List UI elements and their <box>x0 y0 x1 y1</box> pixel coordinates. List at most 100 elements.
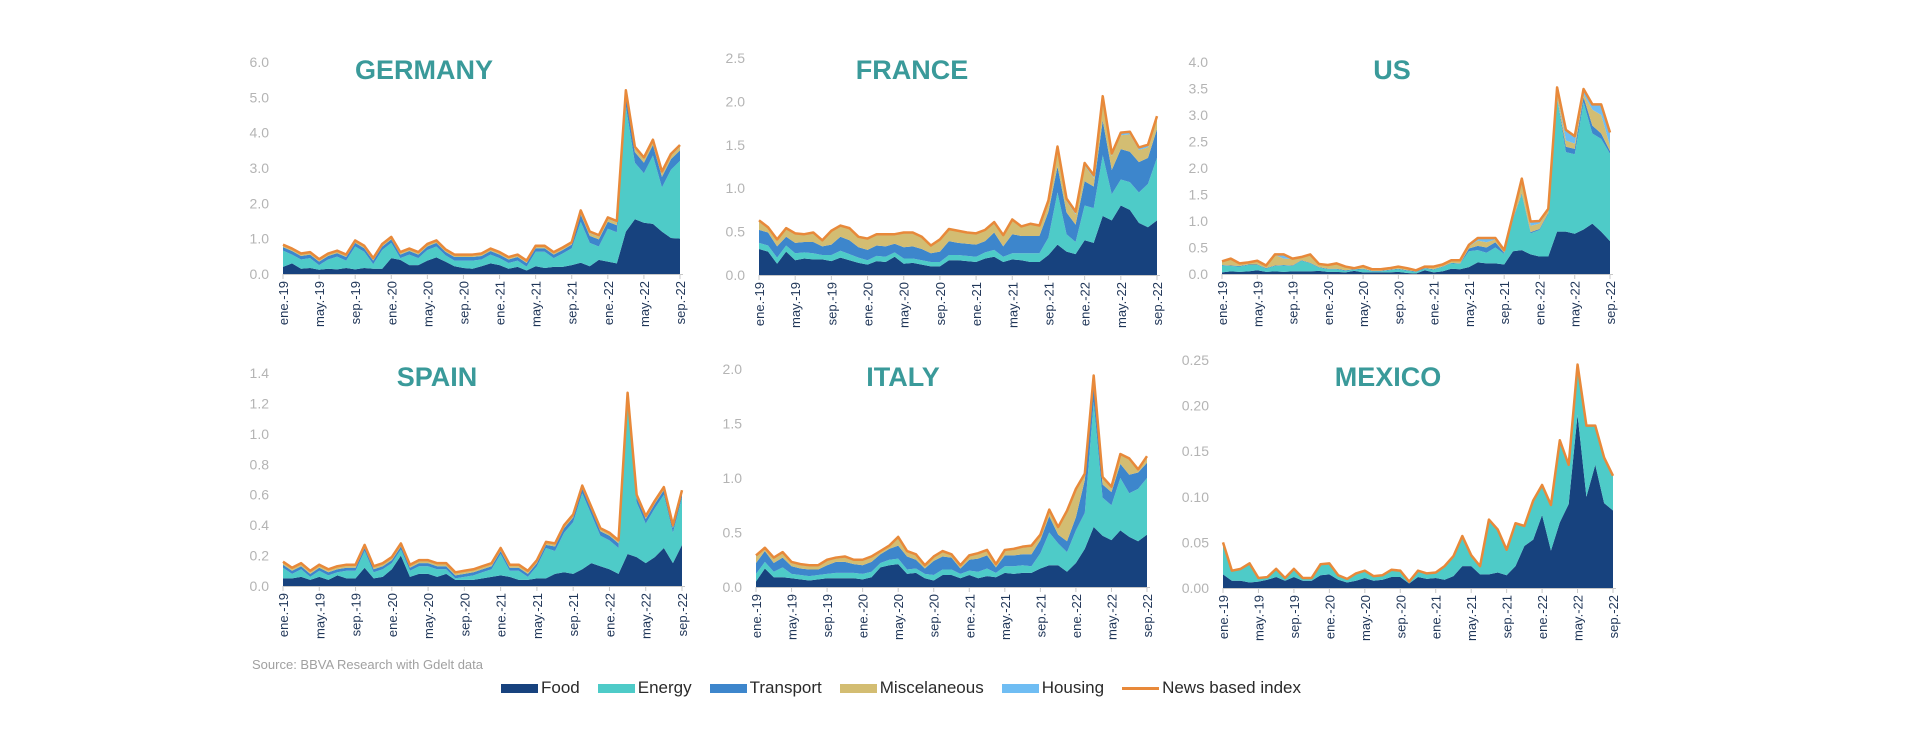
news-index-line <box>282 391 684 574</box>
legend-label: Miscelaneous <box>879 678 984 697</box>
y-tick-label: 0.6 <box>250 487 270 503</box>
x-tick-label: ene.-19 <box>276 593 291 637</box>
x-tick-label: may.-19 <box>312 593 327 639</box>
y-tick-label: 0.4 <box>250 517 270 533</box>
x-tick-label: may.-19 <box>1250 281 1265 327</box>
x-tick-label: ene.-22 <box>1535 595 1550 639</box>
area-energy <box>756 401 1147 582</box>
x-tick-label: sep.-21 <box>566 593 581 636</box>
x-tick-label: may.-21 <box>530 593 545 639</box>
x-tick-label: sep.-19 <box>1286 281 1301 324</box>
x-tick-label: ene.-19 <box>749 594 764 638</box>
y-tick-label: 0.0 <box>726 267 746 283</box>
y-tick-label: 0.5 <box>723 525 743 541</box>
x-tick-label: ene.-22 <box>1069 594 1084 638</box>
y-tick-label: 0.00 <box>1182 580 1209 596</box>
y-tick-label: 0.20 <box>1182 398 1209 414</box>
x-tick-label: may.-20 <box>420 281 435 327</box>
y-tick-label: 1.0 <box>726 180 746 196</box>
y-tick-label: 3.0 <box>1189 107 1209 123</box>
x-tick-label: ene.-20 <box>384 281 399 325</box>
news-index-line <box>755 374 1149 567</box>
x-tick-label: sep.-21 <box>1041 282 1056 325</box>
y-tick-label: 0.2 <box>250 548 270 564</box>
legend-label: Food <box>541 678 580 697</box>
y-tick-label: 3.5 <box>1189 81 1209 97</box>
y-tick-label: 0.5 <box>726 224 746 240</box>
x-tick-label: may.-19 <box>785 594 800 640</box>
x-tick-label: ene.-21 <box>969 282 984 326</box>
x-tick-label: may.-22 <box>1571 595 1586 641</box>
x-tick-label: may.-20 <box>1358 595 1373 641</box>
news-index-line <box>282 89 681 262</box>
y-tick-label: 5.0 <box>250 89 270 105</box>
chart-title: GERMANY <box>355 55 493 85</box>
y-tick-label: 2.0 <box>1189 160 1209 176</box>
y-tick-label: 0.15 <box>1182 443 1209 459</box>
y-tick-label: 0.0 <box>250 266 270 282</box>
y-tick-label: 0.5 <box>1189 240 1209 256</box>
x-tick-label: may.-21 <box>1462 281 1477 327</box>
x-tick-label: may.-22 <box>1568 281 1583 327</box>
legend-line-swatch <box>1122 686 1160 690</box>
x-tick-label: may.-22 <box>1104 594 1119 640</box>
chart-mexico: 0.00 0.05 0.10 0.15 0.20 0.25 ene.-19 may.-19 se… <box>1182 352 1621 641</box>
x-tick-label: sep.-21 <box>1500 595 1515 638</box>
x-tick-label: may.-20 <box>421 593 436 639</box>
y-tick-label: 1.2 <box>250 395 270 411</box>
x-tick-label: ene.-21 <box>1429 595 1444 639</box>
legend-swatch <box>709 683 747 693</box>
x-tick-label: sep.-21 <box>1497 281 1512 324</box>
y-tick-label: 1.5 <box>726 137 746 153</box>
x-tick-label: sep.-20 <box>933 282 948 325</box>
y-tick-label: 3.0 <box>250 160 270 176</box>
x-tick-label: sep.-20 <box>456 281 471 324</box>
x-tick-label: ene.-21 <box>493 281 508 325</box>
x-tick-label: sep.-22 <box>1150 282 1165 325</box>
y-tick-label: 0.0 <box>723 579 743 595</box>
x-tick-label: may.-19 <box>1251 595 1266 641</box>
area-energy <box>283 400 682 580</box>
news-index-line <box>758 94 1159 247</box>
x-tick-label: sep.-22 <box>1606 595 1621 638</box>
y-tick-label: 2.5 <box>1189 134 1209 150</box>
chart-spain: 0.0 0.2 0.4 0.6 0.8 1.0 1.2 1.4 ene.-19 may.-19 se… <box>250 362 690 639</box>
x-tick-label: sep.-20 <box>1393 595 1408 638</box>
y-tick-label: 2.0 <box>723 361 743 377</box>
x-tick-label: sep.-19 <box>348 281 363 324</box>
chart-title: ITALY <box>866 362 940 392</box>
x-tick-label: may.-21 <box>529 281 544 327</box>
x-tick-label: sep.-22 <box>1140 594 1155 637</box>
x-tick-label: may.-20 <box>897 282 912 328</box>
y-tick-label: 2.0 <box>250 195 270 211</box>
y-tick-label: 1.5 <box>1189 187 1209 203</box>
y-tick-label: 4.0 <box>1189 54 1209 70</box>
x-tick-label: may.-22 <box>637 281 652 327</box>
x-tick-label: sep.-20 <box>1391 281 1406 324</box>
x-tick-label: may.-19 <box>312 281 327 327</box>
legend-item-miscelaneous: Miscelaneous <box>839 678 984 698</box>
x-tick-label: sep.-19 <box>824 282 839 325</box>
x-tick-label: ene.-20 <box>385 593 400 637</box>
x-tick-label: ene.-21 <box>494 593 509 637</box>
chart-title: SPAIN <box>397 362 478 392</box>
y-tick-label: 0.0 <box>1189 266 1209 282</box>
x-tick-label: sep.-21 <box>565 281 580 324</box>
area-miscelaneous <box>759 98 1157 254</box>
area-transport <box>759 120 1157 262</box>
y-tick-label: 1.0 <box>1189 213 1209 229</box>
legend-item-housing: Housing <box>1001 678 1104 698</box>
x-tick-label: ene.-20 <box>856 594 871 638</box>
x-tick-label: ene.-19 <box>1215 281 1230 325</box>
x-tick-label: may.-21 <box>998 594 1013 640</box>
legend-swatch <box>839 683 877 693</box>
x-tick-label: may.-20 <box>1356 281 1371 327</box>
x-tick-label: ene.-21 <box>962 594 977 638</box>
news-index-line <box>1221 86 1612 272</box>
x-tick-label: sep.-19 <box>1287 595 1302 638</box>
x-tick-label: ene.-20 <box>861 282 876 326</box>
area-energy <box>1222 99 1610 274</box>
legend-item-news-index: News based index <box>1122 678 1301 698</box>
x-tick-label: sep.-22 <box>1603 281 1618 324</box>
